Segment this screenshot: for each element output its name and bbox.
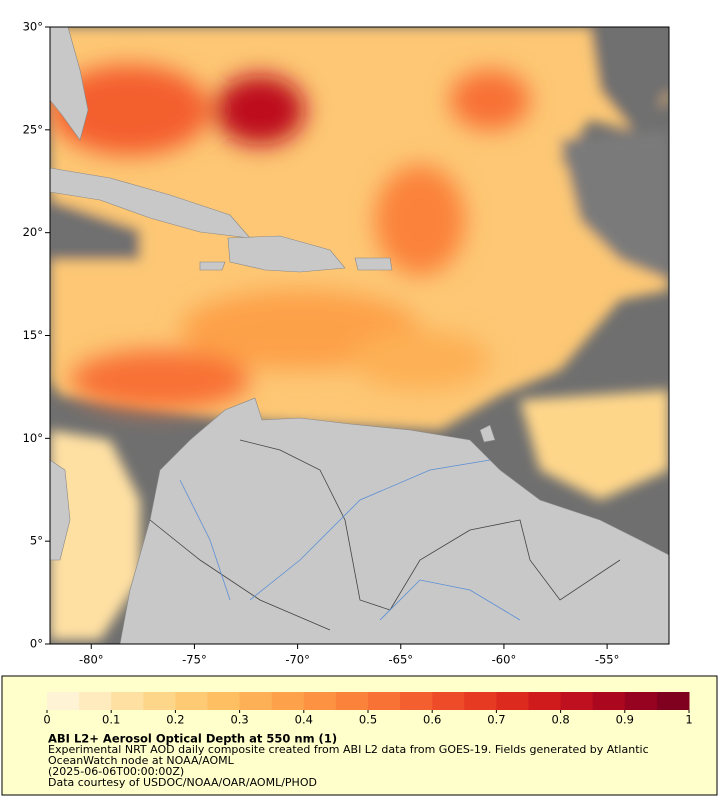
hispaniola: [227, 235, 346, 273]
description-line: Data courtesy of USDOC/NOAA/OAR/AOML/PHO…: [48, 776, 317, 789]
border: [149, 519, 331, 631]
aerosol-area: [50, 430, 140, 640]
map: [50, 27, 669, 644]
south-america: [119, 397, 669, 644]
colorbar-segment: [335, 692, 369, 710]
colorbar-segment: [400, 692, 433, 710]
y-tick-label: 30°: [23, 20, 43, 34]
colorbar-segment: [271, 692, 305, 710]
colorbar-segment: [303, 692, 337, 710]
rivers: [179, 459, 521, 621]
colorbar-segment: [624, 692, 658, 710]
x-tick-label: -55°: [595, 653, 620, 667]
colorbar-tick-label: 0.2: [166, 713, 184, 727]
colorbar-segment: [79, 692, 112, 710]
description-line: (2025-06-06T00:00:00Z): [48, 765, 184, 778]
border: [469, 519, 621, 601]
x-tick-label: -75°: [182, 653, 207, 667]
axes: -80° -75° -70° -65° -60° -55° 0° 5° 10° 15° 20° 25°…: [23, 20, 620, 667]
x-tick-label: -70°: [285, 653, 310, 667]
land: [50, 27, 669, 644]
colorbar-segment: [239, 692, 273, 710]
colorbar-segment: [560, 692, 594, 710]
x-tick-label: -80°: [79, 653, 104, 667]
no-data: [590, 27, 669, 140]
y-tick-label: 15°: [23, 328, 43, 342]
colorbar-tick-label: 0: [43, 713, 50, 727]
plume: [450, 70, 530, 130]
no-data: [50, 200, 140, 260]
river: [249, 459, 491, 601]
x-tick-label: -60°: [492, 653, 517, 667]
colorbar-tick-label: 0.9: [616, 713, 634, 727]
colorbar-segment: [368, 692, 401, 710]
colorbar-tick-label: 0.5: [359, 713, 377, 727]
colorbar-segment: [528, 692, 562, 710]
colorbar-segment: [592, 692, 626, 710]
description-line: Experimental NRT AOD daily composite cre…: [48, 743, 649, 756]
y-tick-label: 5°: [30, 534, 43, 548]
y-tick-label: 20°: [23, 225, 43, 239]
colorbar-segment: [111, 692, 144, 710]
colorbar-segment: [207, 692, 241, 710]
colorbar-segment: [432, 692, 465, 710]
borders: [149, 439, 621, 631]
colorbar-tick-label: 0.3: [230, 713, 248, 727]
x-tick-label: -65°: [388, 653, 413, 667]
colorbar-tick-label: 0.4: [295, 713, 313, 727]
colorbar-segment: [47, 692, 80, 710]
colorbar-segment: [143, 692, 176, 710]
puerto-rico: [354, 257, 393, 271]
cuba: [50, 167, 251, 239]
florida: [50, 27, 89, 141]
plume: [50, 65, 210, 155]
plume: [375, 165, 465, 275]
plume: [215, 75, 305, 145]
river: [379, 579, 521, 621]
jamaica: [199, 261, 226, 271]
colorbar-tick-label: 1: [685, 713, 692, 727]
plume: [70, 350, 250, 410]
colorbar: 0 0.1 0.2 0.3 0.4 0.5 0.6 0.7 0.8 0.9 1: [43, 692, 693, 727]
colorbar-segment: [464, 692, 497, 710]
colorbar-tick-label: 0.1: [102, 713, 120, 727]
border: [239, 439, 471, 611]
colorbar-segment: [496, 692, 529, 710]
colorbar-segment: [175, 692, 208, 710]
title: ABI L2+ Aerosol Optical Depth at 550 nm …: [48, 732, 337, 746]
colorbar-segment: [656, 692, 690, 710]
colorbar-tick-label: 0.8: [551, 713, 569, 727]
aerosol-area: [520, 390, 669, 500]
no-data: [560, 130, 669, 280]
colorbar-tick-label: 0.7: [487, 713, 505, 727]
colorbar-tick-label: 0.6: [423, 713, 441, 727]
y-tick-label: 10°: [23, 431, 43, 445]
plume: [350, 330, 490, 390]
river: [179, 479, 231, 601]
aerosol-plumes: [50, 65, 530, 410]
trinidad: [479, 424, 496, 443]
y-tick-label: 25°: [23, 122, 43, 136]
description-line: OceanWatch node at NOAA/AOML: [48, 754, 235, 767]
description: Experimental NRT AOD daily composite cre…: [48, 743, 649, 789]
y-tick-label: 0°: [30, 637, 43, 651]
central-america: [50, 459, 71, 561]
